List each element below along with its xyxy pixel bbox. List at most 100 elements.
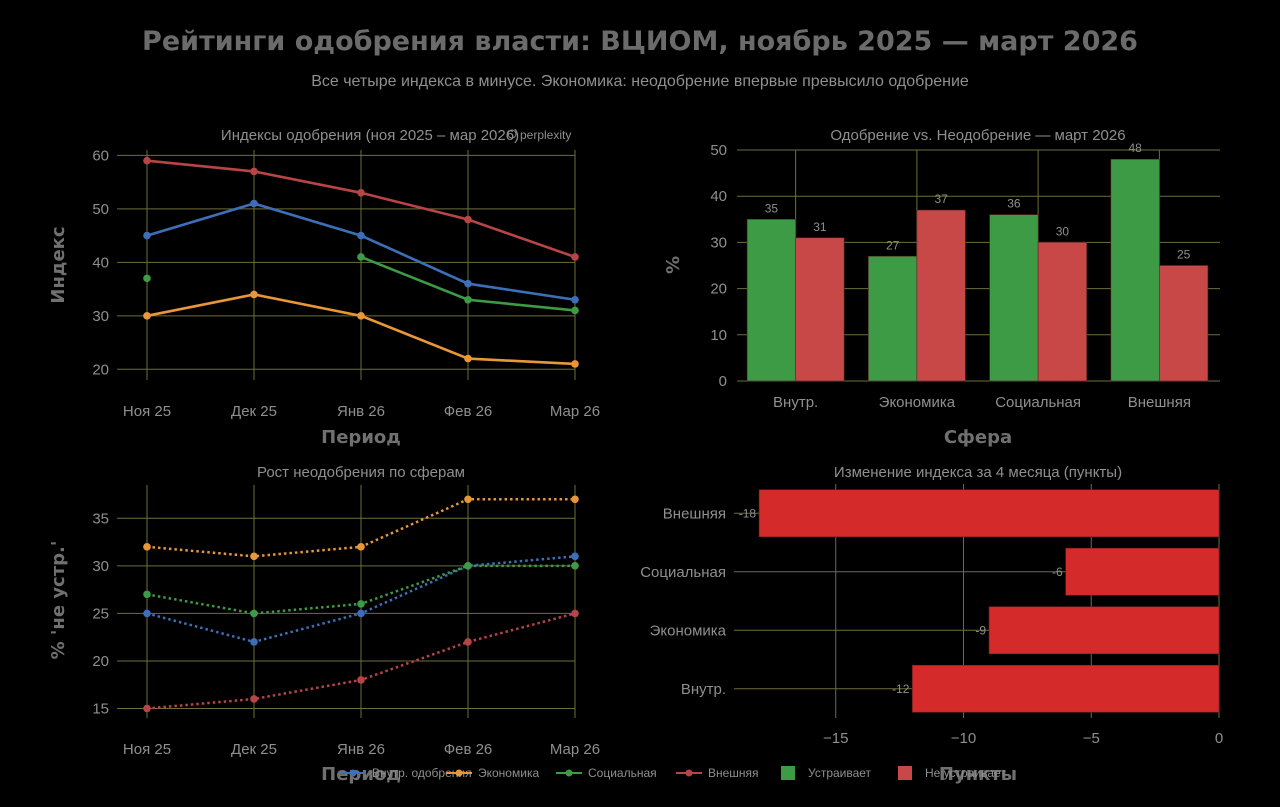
y-tick-label: 20 (710, 281, 727, 298)
y-tick-label: 25 (92, 605, 109, 622)
data-point (357, 312, 365, 320)
bar (746, 219, 796, 382)
legend-item: Экономика (446, 766, 539, 780)
x-tick-label: Внешняя (1128, 394, 1191, 411)
y-tick-label: 20 (92, 361, 109, 378)
data-point (143, 312, 151, 320)
bar (988, 606, 1220, 655)
legend-item: Социальная (556, 766, 657, 780)
legend-marker (349, 769, 357, 777)
x-tick-label: Янв 26 (337, 403, 385, 420)
y-axis-title: % 'не устр.' (48, 541, 69, 660)
bar-value-label: -6 (1052, 565, 1063, 579)
y-axis-title: Индекс (48, 226, 69, 303)
y-tick-label: 60 (92, 147, 109, 164)
x-tick-label: −10 (951, 730, 976, 747)
data-point (143, 590, 151, 599)
legend-label: Внешняя (708, 766, 759, 780)
y-tick-label: 30 (92, 308, 109, 325)
y-tick-label: 50 (710, 142, 727, 159)
x-axis-title: Период (321, 427, 401, 448)
bar-value-label: 25 (1177, 248, 1191, 262)
legend-box-swatch (781, 766, 795, 780)
series-social (143, 253, 579, 315)
panel-3: 15 20 25 30 35 Ноя 25 Дек 25 Янв 26 Фев 26 Мар 26… (48, 464, 600, 785)
data-point (464, 495, 472, 504)
data-point (464, 295, 472, 304)
data-point (357, 188, 365, 197)
data-point (250, 609, 258, 618)
panel-title: Рост неодобрения по сферам (257, 464, 465, 481)
data-point (464, 562, 472, 570)
data-point (571, 609, 579, 618)
bar (1110, 158, 1160, 382)
y-tick-label: Экономика (650, 622, 727, 639)
data-point (357, 600, 365, 608)
y-tick-label: Внешняя (663, 505, 726, 522)
data-point (571, 495, 579, 504)
bar (916, 209, 966, 382)
y-tick-label: 10 (710, 327, 727, 344)
x-tick-label: Фев 26 (444, 403, 493, 420)
bar (1159, 265, 1209, 382)
panel-4: −15 −10 −5 0 -18 Внешняя -6 Социальная -9 Экономи… (640, 464, 1223, 785)
series-external (143, 156, 579, 261)
legend-item: Внутр. одобрения (340, 766, 472, 780)
x-tick-label: Мар 26 (550, 403, 600, 420)
bar-value-label: 30 (1056, 224, 1070, 238)
panel-2: 0 10 20 30 40 50 35 27 36 48 31 37 30 25 Внутр. Экономи… (663, 127, 1220, 448)
bar-value-label: 36 (1007, 197, 1021, 211)
bar (1065, 547, 1220, 596)
x-tick-label: −15 (823, 730, 848, 747)
bar (989, 214, 1039, 382)
data-point (357, 231, 365, 240)
bar-value-label: 48 (1128, 141, 1142, 155)
legend-marker (455, 769, 463, 777)
data-point (571, 253, 579, 261)
legend-marker (565, 769, 573, 777)
perplexity-logo-icon (507, 129, 517, 139)
data-point (250, 638, 258, 646)
x-tick-label: Внутр. (773, 394, 818, 411)
data-point (250, 167, 258, 176)
bar (795, 237, 845, 382)
series-disapprove: 31 37 30 25 (795, 192, 1209, 382)
bar-value-label: -12 (892, 682, 910, 696)
y-tick-label: 0 (719, 373, 727, 390)
page-subtitle: Все четыре индекса в минусе. Экономика: … (311, 73, 969, 90)
data-point (143, 543, 151, 551)
y-tick-label: 30 (92, 558, 109, 575)
data-point (250, 199, 258, 208)
x-tick-label: Экономика (879, 394, 956, 411)
y-tick-label: Социальная (640, 564, 726, 581)
x-axis-title: Пункты (939, 764, 1017, 785)
series-economy (143, 290, 579, 368)
x-tick-label: Ноя 25 (123, 403, 171, 420)
legend-item: Внешняя (676, 766, 759, 780)
panel-title: Одобрение vs. Неодобрение — март 2026 (830, 127, 1125, 144)
legend-label: Экономика (478, 766, 539, 780)
data-point (357, 543, 365, 551)
data-point (464, 215, 472, 224)
bar-value-label: 31 (813, 220, 827, 234)
panel-1: 20 30 40 50 60 Ноя 25 Дек 25 Янв 26 Фев 26 Мар 26… (48, 127, 600, 448)
data-point (464, 638, 472, 646)
legend-item: Не устраивает (898, 766, 1006, 780)
data-point (571, 360, 579, 368)
data-point (357, 676, 365, 684)
x-tick-label: Дек 25 (231, 403, 277, 420)
y-tick-label: 35 (92, 510, 109, 527)
series-economy (143, 495, 579, 561)
y-tick-label: 50 (92, 201, 109, 218)
series-external (143, 609, 579, 713)
y-axis-title: % (663, 256, 684, 274)
panel-title: Изменение индекса за 4 месяца (пункты) (834, 464, 1122, 481)
x-tick-label: Мар 26 (550, 741, 600, 758)
x-tick-label: Социальная (995, 394, 1081, 411)
bar-value-label: 27 (886, 238, 900, 252)
series-internal (143, 199, 579, 304)
x-axis-title: Период (321, 764, 401, 785)
bar (868, 255, 918, 382)
legend: Внутр. одобрения Экономика Социальная Внешн… (340, 766, 1006, 780)
